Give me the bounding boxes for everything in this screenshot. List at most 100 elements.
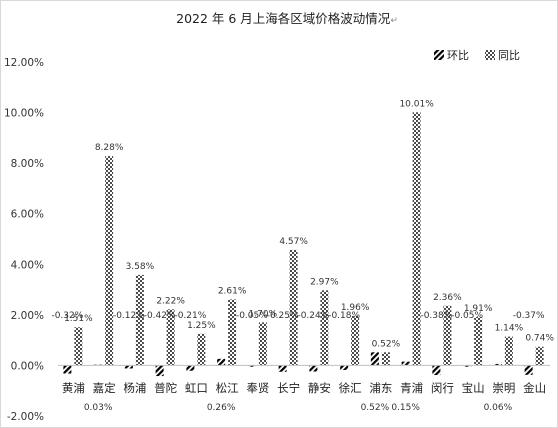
data-label-huanbi: -0.25% [267,311,299,321]
bar-tongbi [197,333,206,366]
data-label-tongbi: 1.51% [64,314,93,324]
bar-huanbi [63,365,72,374]
y-tick-label: 12.00% [4,57,44,69]
bar-tongbi [535,346,544,366]
bar-tongbi [105,156,114,366]
bar-tongbi [166,309,175,366]
data-label-tongbi: 8.28% [95,143,124,153]
bar-tongbi [504,336,513,366]
category-label: 松江 [216,381,239,395]
data-label-huanbi: -0.05% [236,311,268,321]
data-label-tongbi: 4.57% [279,237,308,247]
bar-huanbi [432,365,441,376]
x-axis-labels: 黄浦 嘉定 杨浦 普陀 虹口 松江 奉贤 长宁 静安 徐汇 浦东 青浦 闵行 宝山 崇明 金山 [62,381,546,395]
legend: 环比 同比 [434,49,520,62]
y-tick-label: 6.00% [11,209,44,221]
legend-label-tongbi: 同比 [498,49,520,62]
category-label: 崇明 [492,381,515,395]
bar-huanbi [370,352,379,366]
data-label-huanbi: 0.15% [391,403,420,413]
y-tick-label: -2.00% [7,411,44,423]
bar-huanbi [309,365,318,372]
bar-tongbi [228,299,237,366]
category-label: 青浦 [400,381,423,395]
bar-huanbi [401,361,410,366]
bar-tongbi [412,112,421,366]
legend-swatch-tongbi [485,50,495,60]
data-label-tongbi: 1.96% [341,303,370,313]
bar-huanbi [124,365,133,369]
bar-huanbi [247,365,256,367]
data-label-huanbi: -0.32% [51,311,83,321]
data-label-huanbi: 0.52% [361,403,390,413]
category-label: 长宁 [277,381,300,395]
data-label-huanbi: -0.38% [420,311,452,321]
bar-tongbi [443,305,452,366]
data-label-tongbi: 0.52% [372,339,401,349]
bar-huanbi [155,365,164,377]
category-label: 金山 [523,381,546,395]
data-label-tongbi: 0.74% [525,334,554,344]
bar-huanbi [463,365,472,367]
data-label-tongbi: 2.36% [433,293,462,303]
chart-title-return-mark: ↵ [390,16,398,26]
data-label-huanbi: -0.24% [297,311,329,321]
legend-label-huanbi: 环比 [447,49,469,62]
chart-title-text: 2022 年 6 月上海各区域价格波动情况 [176,11,391,26]
category-label: 浦东 [369,381,392,395]
category-label: 嘉定 [93,381,116,395]
data-label-tongbi: 2.97% [310,277,339,287]
data-label-tongbi: 1.91% [464,304,493,314]
data-label-huanbi: -0.05% [451,311,483,321]
category-label: 徐汇 [339,381,362,395]
data-label-tongbi: 10.01% [399,99,434,109]
y-tick-label: 2.00% [11,310,44,322]
data-label-huanbi: -0.42% [144,311,176,321]
bar-tongbi [351,315,360,366]
data-label-tongbi: 1.14% [495,324,524,334]
y-tick-label: 0.00% [11,360,44,372]
data-label-tongbi: 1.70% [249,309,278,319]
bar-tongbi [135,274,144,366]
category-label: 闵行 [431,381,454,395]
data-label-tongbi: 3.58% [126,262,155,272]
data-label-tongbi: 2.61% [218,286,247,296]
data-label-huanbi: -0.12% [113,311,145,321]
data-labels: -0.32% 0.03% -0.12%-0.42%-0.21% 0.26% -0.05%… [51,99,554,413]
data-label-huanbi: -0.37% [513,311,545,321]
y-axis: -2.00% 0.00% 2.00% 4.00% 6.00% 8.00% 10.00% 12.… [4,57,44,423]
bar-tongbi [258,322,267,366]
data-label-tongbi: 2.22% [156,296,185,306]
category-label: 杨浦 [123,381,146,395]
data-label-huanbi: 0.03% [84,403,113,413]
y-tick-label: 8.00% [11,158,44,170]
bar-huanbi [524,365,533,375]
bar-tongbi [381,352,390,366]
data-label-huanbi: -0.18% [328,311,360,321]
category-label: 黄浦 [62,381,85,395]
category-label: 静安 [308,381,331,395]
legend-swatch-huanbi [434,50,444,60]
y-tick-label: 10.00% [4,108,44,120]
category-label: 宝山 [462,381,485,395]
bar-huanbi [493,363,502,366]
category-label: 虹口 [185,381,208,395]
data-label-huanbi: 0.06% [484,403,513,413]
bar-huanbi [340,365,349,370]
chart-title: 2022 年 6 月上海各区域价格波动情况↵ [176,11,398,26]
bar-huanbi [186,365,195,371]
y-tick-label: 4.00% [11,259,44,271]
bars [63,112,544,377]
category-label: 奉贤 [246,381,269,395]
data-label-huanbi: 0.26% [207,403,236,413]
data-label-huanbi: -0.21% [174,311,206,321]
bar-tongbi [320,290,329,366]
category-label: 普陀 [154,381,177,395]
data-label-tongbi: 1.25% [187,321,216,331]
bar-huanbi [217,358,226,366]
bar-tongbi [474,317,483,366]
bar-tongbi [74,327,83,366]
bar-huanbi [278,365,287,372]
